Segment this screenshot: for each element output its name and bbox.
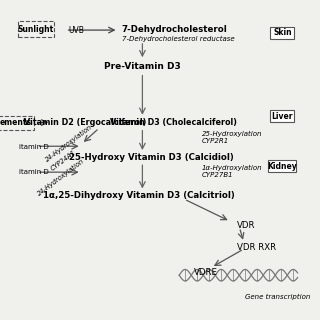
FancyBboxPatch shape xyxy=(270,27,294,39)
Text: Vitamin D2 (Ergocalciferol): Vitamin D2 (Ergocalciferol) xyxy=(24,118,146,127)
FancyBboxPatch shape xyxy=(268,160,296,172)
Text: 25-Hydroxylation: 25-Hydroxylation xyxy=(202,131,262,137)
Text: itamin D: itamin D xyxy=(19,144,48,150)
Text: 24-Hydroxylation: 24-Hydroxylation xyxy=(37,157,86,196)
Text: VDRE: VDRE xyxy=(194,268,218,277)
Text: Liver: Liver xyxy=(272,112,293,121)
Text: CYP2R1: CYP2R1 xyxy=(202,138,229,144)
Text: 25-Hydroxy Vitamin D3 (Calcidiol): 25-Hydroxy Vitamin D3 (Calcidiol) xyxy=(69,153,233,162)
Text: itamin D: itamin D xyxy=(19,169,48,175)
Text: VDR RXR: VDR RXR xyxy=(237,243,276,252)
Text: 7-Dehydrocholesterol: 7-Dehydrocholesterol xyxy=(122,25,227,34)
Text: Skin: Skin xyxy=(273,28,292,37)
Text: ements: ements xyxy=(0,118,31,127)
Text: 1α,25-Dihydroxy Vitamin D3 (Calcitriol): 1α,25-Dihydroxy Vitamin D3 (Calcitriol) xyxy=(43,191,235,200)
Text: Vitamin D3 (Cholecalciferol): Vitamin D3 (Cholecalciferol) xyxy=(110,118,237,127)
Text: Kidney: Kidney xyxy=(268,162,297,171)
Text: Pre-Vitamin D3: Pre-Vitamin D3 xyxy=(104,62,181,71)
Text: Sunlight: Sunlight xyxy=(18,25,54,34)
Text: VDR: VDR xyxy=(237,221,255,230)
Text: 24-Hydroxylation: 24-Hydroxylation xyxy=(44,124,93,163)
Text: CYP24A1: CYP24A1 xyxy=(50,148,77,172)
Text: UVB: UVB xyxy=(69,26,85,35)
Text: 1α-Hydroxylation: 1α-Hydroxylation xyxy=(202,165,262,171)
FancyBboxPatch shape xyxy=(0,116,34,130)
Text: Gene transcription: Gene transcription xyxy=(245,294,310,300)
FancyBboxPatch shape xyxy=(18,21,54,37)
Text: CYP27B1: CYP27B1 xyxy=(202,172,233,178)
FancyBboxPatch shape xyxy=(270,110,294,122)
Text: 7-Dehydrocholesterol reductase: 7-Dehydrocholesterol reductase xyxy=(122,36,234,43)
